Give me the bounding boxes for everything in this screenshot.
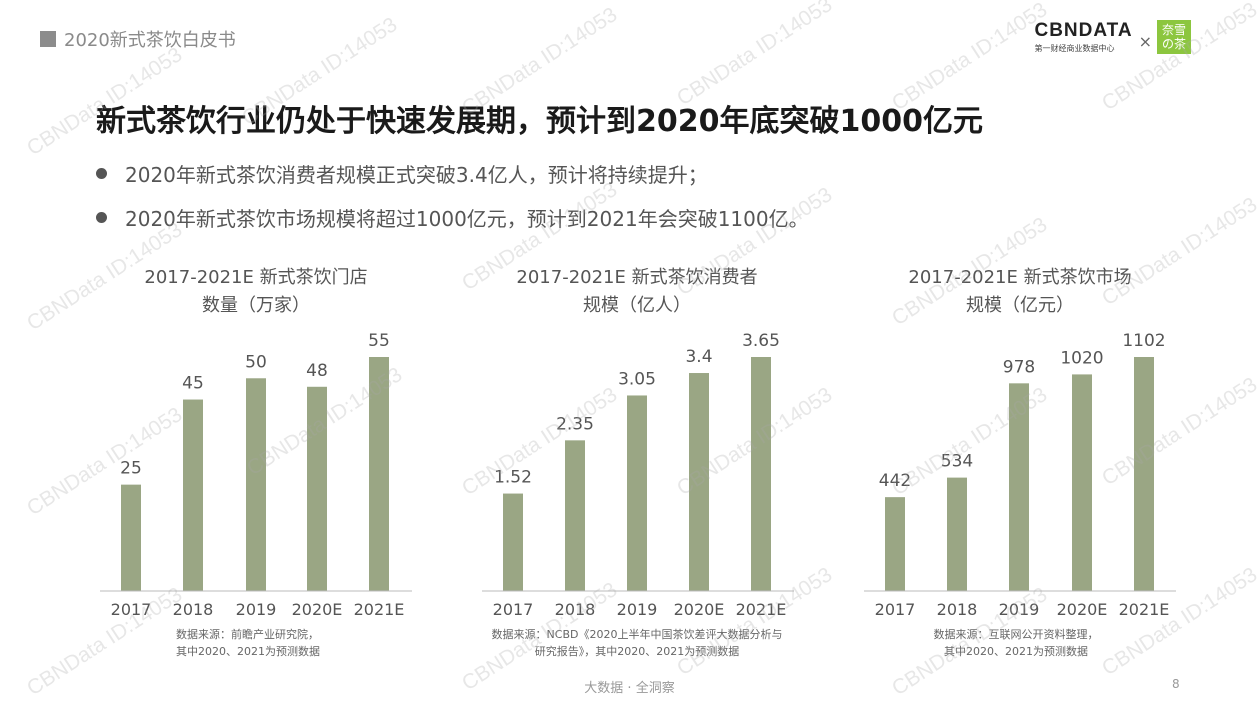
bar-value-label: 1102 (1122, 331, 1165, 351)
bar-value-label: 3.4 (685, 347, 712, 367)
cbndata-logo-subtitle: 第一财经商业数据中心 (1034, 44, 1115, 53)
x-tick-label: 2018 (555, 600, 596, 619)
bullet-dot-icon (96, 167, 107, 179)
bar-value-label: 45 (182, 374, 204, 394)
chart-source-line2: 研究报告》，其中2020、2021为预测数据 (535, 644, 740, 658)
page-number: 8 (1172, 677, 1180, 691)
chart-title-line2: 规模（亿人） (583, 295, 691, 316)
bar-value-label: 48 (306, 361, 328, 381)
x-tick-label: 2017 (111, 600, 152, 619)
footer-slogan: 大数据 · 全洞察 (584, 681, 675, 696)
chart-bar (121, 484, 141, 591)
chart-bar (565, 440, 585, 591)
collab-times-icon: × (1138, 32, 1152, 51)
bar-value-label: 3.65 (742, 331, 780, 351)
bar-value-label: 55 (368, 331, 390, 351)
header-square-icon (40, 31, 56, 47)
chart-source-line2: 其中2020、2021为预测数据 (176, 644, 320, 658)
chart-bar (689, 373, 709, 591)
chart-title-line2: 数量（万家） (202, 295, 310, 316)
bar-value-label: 50 (245, 352, 267, 372)
x-tick-label: 2021E (1119, 600, 1170, 619)
x-tick-label: 2019 (236, 600, 277, 619)
chart-bar (369, 357, 389, 591)
chart-bar (246, 378, 266, 591)
bar-value-label: 3.05 (618, 369, 656, 389)
cbndata-logo-text: CBNDATA (1034, 20, 1133, 41)
bullet-item: 2020年新式茶饮消费者规模正式突破3.4亿人，预计将持续提升； (96, 156, 809, 190)
chart-title: 2017-2021E 新式茶饮消费者 (516, 267, 757, 288)
chart-source-line1: 数据来源：互联网公开资料整理， (934, 627, 1099, 641)
chart-bar (1009, 383, 1029, 591)
chart-bar (627, 395, 647, 591)
x-tick-label: 2021E (736, 600, 787, 619)
x-tick-label: 2019 (999, 600, 1040, 619)
bullet-text: 2020年新式茶饮消费者规模正式突破3.4亿人，预计将持续提升； (125, 162, 708, 187)
chart-bar (503, 493, 523, 591)
x-tick-label: 2020E (1057, 600, 1108, 619)
chart-source-line1: 数据来源：前瞻产业研究院， (176, 627, 319, 641)
bar-value-label: 1020 (1060, 348, 1103, 368)
bar-value-label: 978 (1003, 357, 1035, 377)
chart-bar (1134, 357, 1154, 591)
chart-bar (1072, 374, 1092, 591)
x-tick-label: 2020E (292, 600, 343, 619)
x-tick-label: 2018 (937, 600, 978, 619)
chart-bar (183, 399, 203, 591)
bullet-dot-icon (96, 211, 107, 223)
x-tick-label: 2017 (493, 600, 534, 619)
nayuki-logo: 奈雪の茶 (1157, 20, 1191, 54)
bullet-item: 2020年新式茶饮市场规模将超过1000亿元，预计到2021年会突破1100亿。 (96, 200, 809, 234)
slide-headline: 新式茶饮行业仍处于快速发展期，预计到2020年底突破1000亿元 (96, 104, 983, 139)
bullet-text: 2020年新式茶饮市场规模将超过1000亿元，预计到2021年会突破1100亿。 (125, 206, 809, 231)
bullet-list: 2020年新式茶饮消费者规模正式突破3.4亿人，预计将持续提升； 2020年新式… (96, 156, 809, 244)
chart-bar (947, 477, 967, 591)
chart-bar (885, 497, 905, 591)
x-tick-label: 2019 (617, 600, 658, 619)
bar-value-label: 442 (879, 471, 911, 491)
report-header: 2020新式茶饮白皮书 (40, 26, 236, 52)
chart-title: 2017-2021E 新式茶饮市场 (908, 267, 1131, 288)
chart-source-line2: 其中2020、2021为预测数据 (944, 644, 1088, 658)
bar-value-label: 534 (941, 452, 973, 472)
x-tick-label: 2018 (173, 600, 214, 619)
bar-value-label: 25 (120, 459, 142, 479)
report-title: 2020新式茶饮白皮书 (64, 30, 236, 51)
x-tick-label: 2020E (674, 600, 725, 619)
x-tick-label: 2021E (354, 600, 405, 619)
bar-value-label: 2.35 (556, 414, 594, 434)
chart-title-line2: 规模（亿元） (966, 295, 1074, 316)
x-tick-label: 2017 (875, 600, 916, 619)
bar-value-label: 1.52 (494, 468, 532, 488)
chart-bar (751, 357, 771, 591)
cbndata-logo: CBNDATA 第一财经商业数据中心 (1034, 20, 1132, 54)
chart-bar (307, 386, 327, 591)
chart-title: 2017-2021E 新式茶饮门店 (144, 267, 367, 288)
chart-source-line1: 数据来源：NCBD《2020上半年中国茶饮差评大数据分析与 (492, 627, 783, 641)
brand-logos: CBNDATA 第一财经商业数据中心 × 奈雪の茶 (1034, 20, 1191, 54)
